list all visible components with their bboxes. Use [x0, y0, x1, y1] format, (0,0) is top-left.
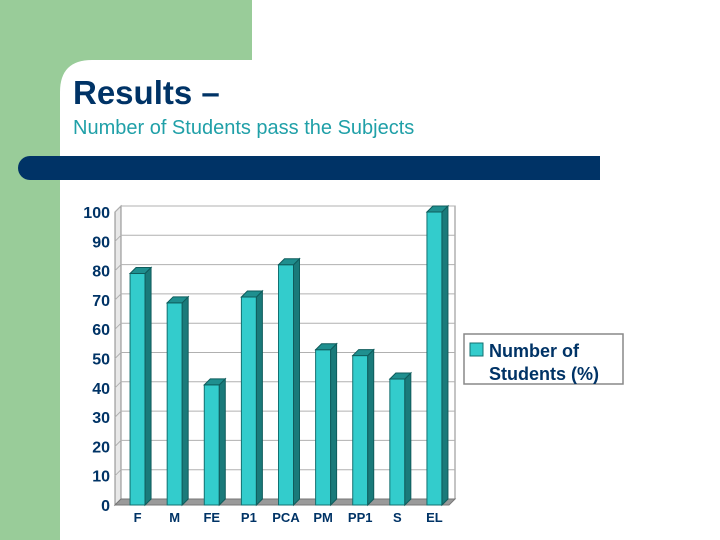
bar-top [165, 296, 190, 304]
y-tick-label: 20 [92, 439, 110, 456]
y-tick-label: 100 [83, 205, 110, 222]
bar-face [129, 273, 146, 506]
bar-face [352, 355, 369, 506]
x-tick-label: EL [426, 510, 443, 525]
y-tick-label: 90 [92, 234, 110, 251]
gridline-side [114, 205, 122, 213]
bar-s [388, 371, 413, 507]
x-tick-label: F [134, 510, 142, 525]
bar-f [128, 266, 153, 507]
legend-swatch [469, 342, 484, 357]
gridline-side [114, 234, 122, 242]
bar-pca [277, 257, 301, 507]
x-tick-label: FE [203, 510, 220, 525]
bar-side [441, 204, 449, 507]
content-corner [60, 60, 92, 92]
bar-side [293, 257, 300, 507]
bar-side [218, 377, 226, 507]
bar-face [278, 264, 294, 506]
bar-top [425, 205, 450, 213]
legend-box [463, 333, 624, 385]
x-tick-label: PP1 [348, 510, 373, 525]
side-band [0, 0, 60, 540]
legend-label-line2: Students (%) [489, 364, 599, 384]
bar-side [404, 371, 412, 507]
bar-top [128, 267, 153, 275]
bar-side [367, 348, 375, 507]
y-tick-label: 70 [92, 293, 110, 310]
bar-top [240, 290, 264, 298]
bar-face [166, 302, 183, 506]
y-tick-label: 10 [92, 469, 110, 486]
gridline-side [114, 352, 122, 359]
gridline-side [114, 322, 122, 330]
y-tick-label: 30 [92, 410, 110, 427]
y-tick-label: 40 [92, 381, 110, 398]
bar-face [240, 296, 257, 506]
bar-face [426, 211, 443, 506]
bar-side [181, 295, 189, 507]
bar-m [165, 295, 190, 507]
bar-top [351, 349, 375, 357]
bar-top [314, 343, 338, 351]
bar-top [277, 258, 301, 266]
bar-side [144, 266, 152, 507]
gridline-side [114, 293, 122, 301]
slide-subtitle: Number of Students pass the Subjects [73, 117, 415, 139]
x-tick-label: PCA [272, 510, 300, 525]
bar-face [203, 384, 220, 506]
bar-pm [314, 342, 338, 507]
gridline-side [114, 264, 122, 271]
gridline-side [114, 440, 122, 447]
top-band [0, 0, 252, 60]
legend-label-line1: Number of [489, 341, 580, 361]
bar-el [425, 204, 450, 507]
x-tick-label: S [393, 510, 402, 525]
bar-p1 [240, 289, 264, 507]
gridline-side [114, 381, 122, 389]
x-tick-label: P1 [241, 510, 257, 525]
y-tick-label: 0 [101, 498, 110, 515]
bar-pp1 [351, 348, 375, 507]
bar-top [203, 378, 227, 386]
bar-fe [203, 377, 227, 507]
y-tick-label: 60 [92, 322, 110, 339]
bar-side [330, 342, 338, 507]
x-tick-label: PM [313, 510, 333, 525]
gridline-side [114, 469, 122, 477]
bar-face [389, 378, 406, 506]
x-tick-label: M [169, 510, 180, 525]
bar-top [388, 372, 413, 380]
y-tick-label: 80 [92, 264, 110, 281]
y-tick-label: 50 [92, 352, 110, 369]
bar-side [255, 289, 263, 507]
gridline-side [114, 410, 122, 418]
bar-face [315, 349, 332, 506]
title-bar [18, 156, 600, 180]
slide-title: Results – [73, 74, 220, 111]
